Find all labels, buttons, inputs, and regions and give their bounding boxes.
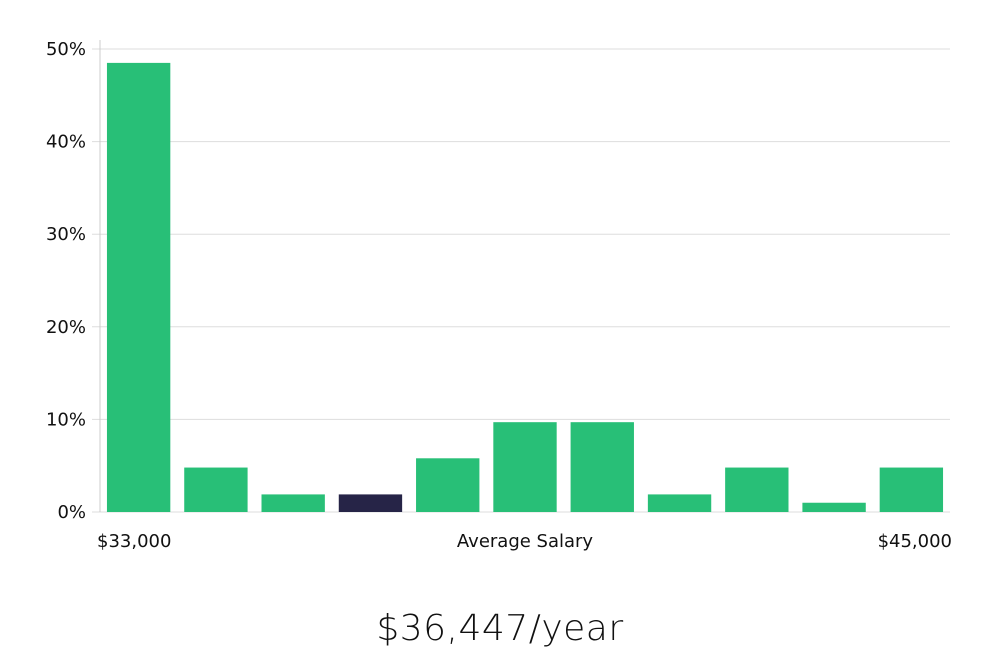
bar-highlighted [338, 494, 403, 512]
bar [184, 467, 248, 512]
bar [106, 62, 171, 512]
bar [416, 458, 480, 512]
bar [570, 422, 634, 512]
y-tick-label: 50% [46, 39, 86, 60]
bar [879, 467, 944, 512]
y-tick-label: 0% [57, 502, 86, 523]
bar [493, 422, 557, 512]
bar [725, 467, 789, 512]
y-tick-label: 20% [46, 317, 86, 338]
average-salary-value: $36,447/year [376, 608, 624, 649]
bar [261, 494, 325, 512]
bar [647, 494, 712, 512]
x-tick-label-min: $33,000 [97, 531, 171, 552]
x-tick-label-max: $45,000 [878, 531, 952, 552]
chart-svg: 0% 10% 20% 30% 40% 50% $33,000 Average Salary $4… [46, 39, 952, 552]
bar [802, 502, 866, 512]
salary-histogram-chart: 0% 10% 20% 30% 40% 50% $33,000 Average Salary $4… [46, 39, 952, 552]
y-tick-label: 30% [46, 224, 86, 245]
y-tick-label: 40% [46, 132, 86, 153]
y-tick-label: 10% [46, 409, 86, 430]
x-axis-label: Average Salary [457, 531, 594, 552]
